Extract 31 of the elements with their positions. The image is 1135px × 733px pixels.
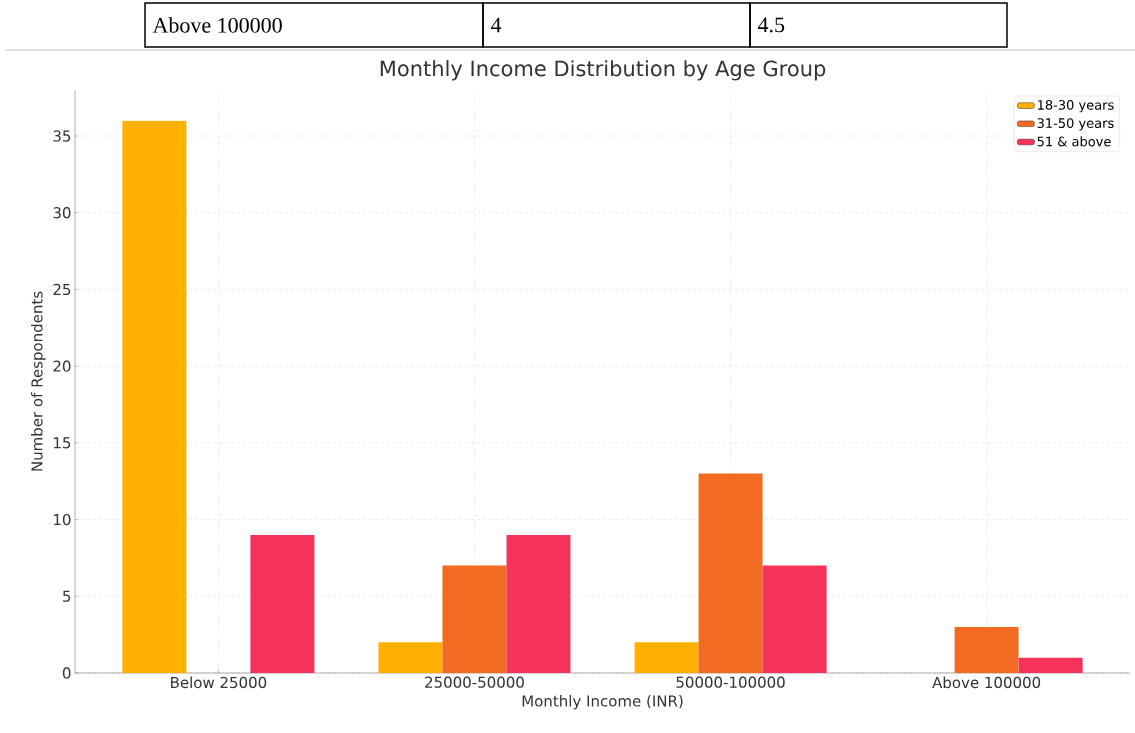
bar: [250, 534, 315, 673]
legend-label: 51 & above: [1037, 136, 1111, 147]
bar: [378, 642, 443, 673]
y-tick-label: 0: [62, 667, 71, 679]
y-tick-label: 35: [53, 130, 71, 142]
text: 4: [490, 17, 502, 33]
y-tick-label: 15: [54, 437, 71, 449]
y-tick-label: 25: [53, 283, 71, 296]
bar: [698, 473, 763, 673]
x-tick-label: Below 25000: [171, 676, 267, 689]
y-axis-title: Number of Respondents: [31, 291, 46, 471]
text: Above 100000: [152, 17, 282, 33]
bar: [122, 120, 187, 673]
x-tick-label: Above 100000: [932, 676, 1041, 689]
bar: [1018, 657, 1083, 673]
x-tick-label: 50000-100000: [676, 676, 785, 688]
legend-label: 31-50 years: [1037, 118, 1114, 131]
bar: [506, 534, 571, 673]
text: 4.5: [757, 17, 785, 33]
bar: [762, 565, 827, 673]
x-axis-title: Monthly Income (INR): [522, 695, 683, 710]
y-tick-label: 5: [63, 590, 71, 602]
y-tick-label: 30: [53, 207, 71, 219]
x-tick-label: 25000-50000: [425, 676, 524, 688]
y-tick-label: 20: [53, 360, 71, 372]
bar: [954, 626, 1019, 673]
bar: [442, 565, 507, 673]
chart-title: Monthly Income Distribution by Age Group: [380, 60, 826, 81]
legend-label: 18-30 years: [1038, 100, 1114, 113]
bar: [634, 642, 699, 673]
y-tick-label: 10: [54, 513, 71, 526]
